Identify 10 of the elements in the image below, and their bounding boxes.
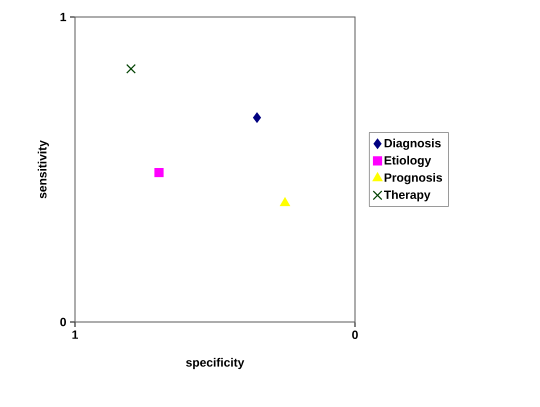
point: [154, 168, 164, 178]
legend-label: Diagnosis: [384, 138, 441, 150]
legend-label: Etiology: [384, 156, 432, 168]
x-axis-title: specificity: [186, 358, 244, 370]
legend-label: Prognosis: [384, 173, 442, 184]
point: [126, 64, 136, 74]
point: [280, 197, 290, 206]
legend-label: Therapy: [384, 190, 430, 202]
point: [253, 112, 261, 123]
y-axis-title: sensitivity: [38, 140, 49, 198]
